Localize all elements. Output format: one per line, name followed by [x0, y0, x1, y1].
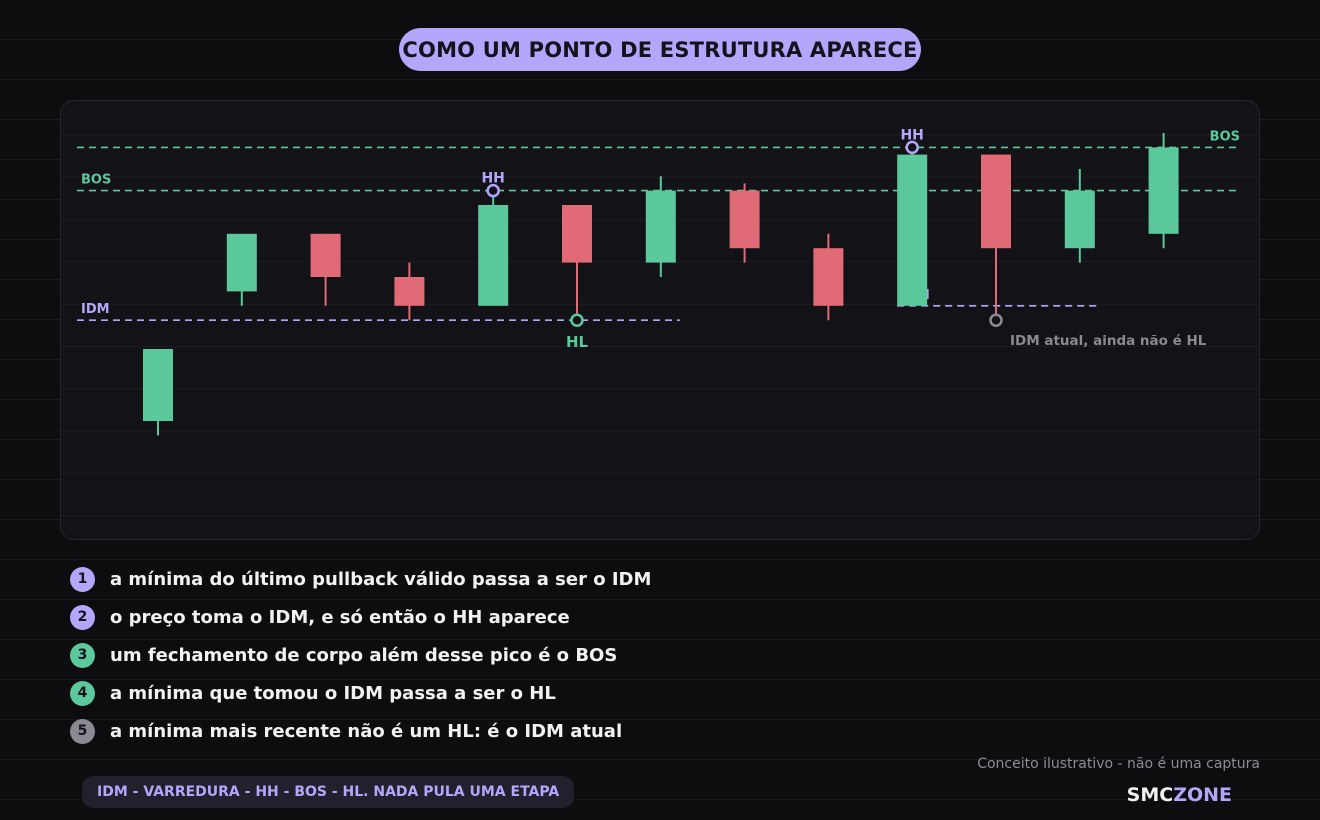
bullish-candle — [478, 205, 509, 306]
bullish-candle — [1064, 190, 1095, 249]
step-text: a mínima do último pullback válido passa… — [110, 568, 652, 590]
bullish-candle — [1148, 147, 1179, 234]
level-label-idm: IDM — [81, 302, 110, 317]
footer-text: IDM - VARREDURA - HH - BOS - HL. NADA PU… — [97, 784, 560, 800]
marker-current-idm — [989, 313, 1003, 327]
brand-part-1: SMC — [1126, 784, 1174, 806]
disclaimer-text: Conceito ilustrativo - não é uma captura — [977, 756, 1260, 772]
step-text: um fechamento de corpo além desse pico é… — [110, 644, 618, 666]
marker-hh — [486, 183, 500, 198]
bullish-candle — [226, 233, 257, 292]
bearish-candle — [981, 154, 1011, 249]
bearish-candle — [729, 190, 760, 249]
bearish-candle — [813, 248, 844, 306]
marker-hh — [905, 140, 919, 155]
bearish-candle — [562, 205, 592, 263]
step-item: 2 o preço toma o IDM, e só então o HH ap… — [70, 604, 570, 630]
bearish-candle — [394, 277, 425, 306]
marker-label-hh: HH — [900, 127, 923, 143]
level-label-bos: BOS — [81, 173, 111, 188]
step-badge: 2 — [70, 604, 95, 630]
step-badge: 3 — [70, 642, 95, 668]
step-text: a mínima mais recente não é um HL: é o I… — [110, 720, 623, 742]
step-text: o preço toma o IDM, e só então o HH apar… — [110, 606, 570, 628]
candlestick-chart: IDMBOSBOSIDMHHHLHHIDM atual, ainda não é… — [61, 127, 1259, 517]
step-badge: 5 — [70, 718, 95, 744]
step-badge: 1 — [70, 566, 95, 592]
marker-label-hl: HL — [566, 333, 589, 351]
step-item: 1 a mínima do último pullback válido pas… — [70, 566, 651, 592]
footer-sequence-pill: IDM - VARREDURA - HH - BOS - HL. NADA PU… — [82, 776, 575, 808]
bullish-candle — [897, 154, 928, 306]
level-label-bos: BOS — [1210, 129, 1240, 144]
bullish-candle — [143, 349, 173, 421]
page-title: COMO UM PONTO DE ESTRUTURA APARECE — [399, 28, 921, 71]
step-badge: 4 — [70, 680, 95, 706]
bullish-candle — [645, 190, 676, 263]
bearish-candle — [310, 233, 341, 277]
step-item: 5 a mínima mais recente não é um HL: é o… — [70, 718, 622, 744]
step-text: a mínima que tomou o IDM passa a ser o H… — [110, 682, 556, 704]
step-item: 3 um fechamento de corpo além desse pico… — [70, 642, 617, 668]
annotation-text: IDM atual, ainda não é HL — [1010, 333, 1207, 349]
brand-logo: SMCZONE — [1127, 784, 1232, 806]
step-item: 4 a mínima que tomou o IDM passa a ser o… — [70, 680, 556, 706]
brand-part-2: ZONE — [1173, 784, 1232, 806]
chart-panel: IDMBOSBOSIDMHHHLHHIDM atual, ainda não é… — [60, 100, 1260, 540]
marker-label-hh: HH — [481, 171, 504, 187]
marker-hl — [570, 313, 584, 327]
